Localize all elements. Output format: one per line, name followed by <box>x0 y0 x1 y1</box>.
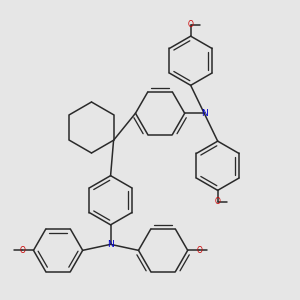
Text: O: O <box>196 246 202 255</box>
Text: O: O <box>215 197 220 206</box>
Text: O: O <box>188 20 194 29</box>
Text: N: N <box>107 240 114 249</box>
Text: O: O <box>19 246 25 255</box>
Text: N: N <box>201 109 208 118</box>
